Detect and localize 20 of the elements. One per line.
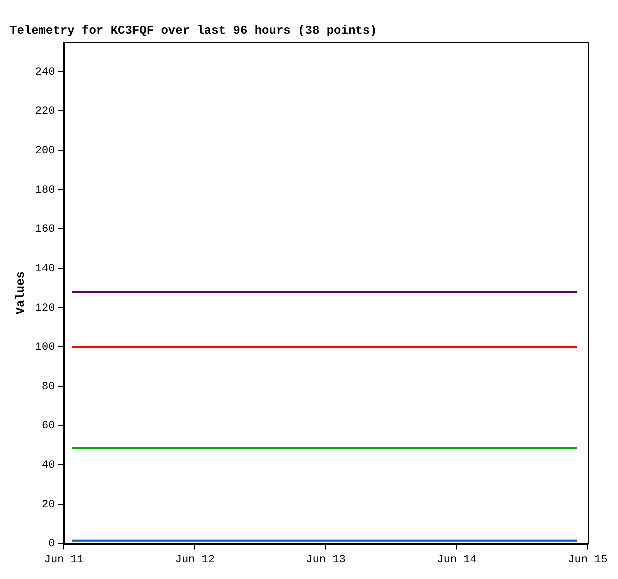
x-tick-label: Jun 15 [568,554,608,566]
y-tick-label: 100 [35,342,56,354]
y-tick-label: 160 [35,224,56,236]
y-tick-label: 180 [35,184,56,197]
chart-title: Telemetry for KC3FQF over last 96 hours (38 points) [10,24,378,38]
y-tick-label: 60 [42,420,56,433]
x-tick-label: Jun 12 [175,554,215,566]
y-tick-label: 80 [42,381,56,394]
y-tick-label: 120 [35,302,56,315]
y-tick-label: 220 [35,106,56,118]
y-tick-label: 0 [48,538,56,551]
x-tick-label: Jun 11 [44,554,84,566]
y-tick-label: 240 [35,66,56,79]
y-tick-label: 20 [42,499,56,512]
x-tick-label: Jun 13 [306,554,346,566]
y-axis-title: Values [14,271,28,315]
y-tick-label: 200 [35,145,56,158]
y-tick-label: 140 [35,263,56,276]
x-tick-label: Jun 14 [437,554,478,566]
y-tick-label: 40 [42,460,56,472]
